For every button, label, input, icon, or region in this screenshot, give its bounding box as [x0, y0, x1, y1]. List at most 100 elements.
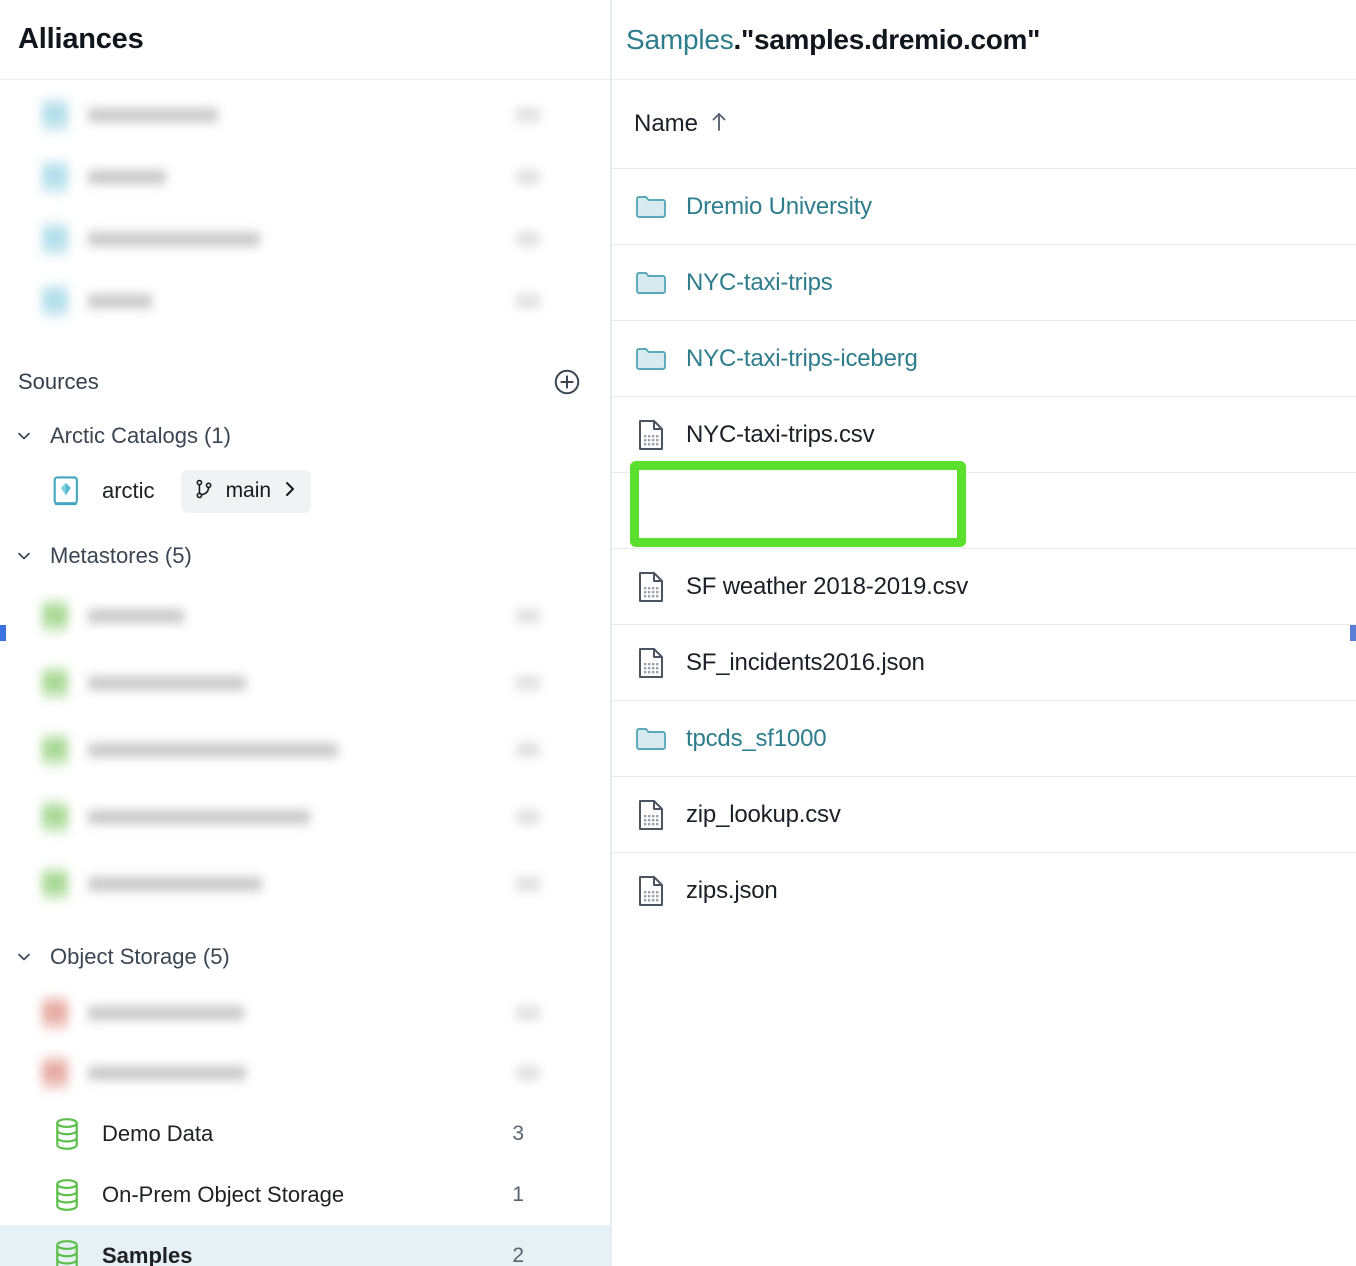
- sidebar-item-label: Samples: [102, 1242, 193, 1266]
- redacted-count: [516, 740, 540, 759]
- folder-icon: [634, 340, 668, 378]
- row-label: NYC-taxi-trips: [686, 268, 833, 296]
- file-icon: [634, 416, 668, 454]
- redacted-count: [516, 292, 540, 310]
- redacted-count: [516, 1004, 540, 1022]
- group-header-object-storage[interactable]: Object Storage (5): [0, 931, 610, 983]
- dataset-icon: [634, 492, 668, 530]
- branch-selector[interactable]: main: [180, 469, 312, 513]
- column-header-name[interactable]: Name: [634, 110, 728, 139]
- list-item[interactable]: [0, 146, 610, 208]
- plus-circle-icon[interactable]: [552, 367, 582, 397]
- table-row[interactable]: NYC-taxi-trips-iceberg: [612, 321, 1356, 397]
- group-label: Metastores (5): [50, 543, 192, 568]
- file-list: Dremio University NYC-taxi-trips NYC-tax…: [612, 168, 1356, 929]
- chevron-down-icon: [14, 426, 34, 446]
- list-item[interactable]: [0, 1043, 610, 1103]
- redacted-label: [88, 106, 218, 124]
- redacted-icon: [42, 598, 68, 633]
- sidebar-item-count: 1: [512, 1182, 524, 1206]
- redacted-label: [88, 673, 246, 692]
- chevron-right-icon: [282, 479, 298, 504]
- redacted-label: [88, 807, 310, 826]
- redacted-icon: [42, 1056, 68, 1090]
- row-label: zip_lookup.csv: [686, 800, 841, 828]
- sidebar-item-on-prem-object-storage[interactable]: On-Prem Object Storage 1: [0, 1164, 610, 1225]
- chevron-down-icon: [14, 546, 34, 566]
- redacted-count: [516, 168, 540, 186]
- table-row[interactable]: tpcds_sf1000: [612, 701, 1356, 777]
- sidebar-item-demo-data[interactable]: Demo Data 3: [0, 1103, 610, 1164]
- list-item[interactable]: [0, 783, 610, 850]
- column-label: Name: [634, 110, 699, 137]
- table-row[interactable]: zips.json: [612, 853, 1356, 929]
- row-label: zips.json: [686, 877, 778, 904]
- redacted-label: [88, 606, 184, 625]
- git-branch-icon: [193, 477, 215, 506]
- table-row[interactable]: zip_lookup.csv: [612, 777, 1356, 853]
- table-row[interactable]: NYC-taxi-trips.csv: [612, 397, 1356, 473]
- list-item[interactable]: [0, 983, 610, 1043]
- redacted-icon: [42, 665, 68, 700]
- table-row[interactable]: NYC-taxi-trips: [612, 245, 1356, 321]
- list-item[interactable]: [0, 649, 610, 716]
- redacted-count: [516, 606, 540, 625]
- row-label: NYC-taxi-trips-iceberg: [686, 344, 918, 372]
- row-label: Dremio University: [686, 192, 872, 220]
- row-label: SF weather 2018-2019.csv: [686, 572, 969, 600]
- redacted-icon: [42, 996, 68, 1030]
- list-item[interactable]: [0, 270, 610, 332]
- left-edge-marker: [0, 625, 6, 641]
- redacted-icon: [42, 222, 68, 256]
- list-item[interactable]: [0, 850, 610, 917]
- sources-section-header: Sources: [0, 354, 610, 410]
- sidebar-header: Alliances: [0, 0, 610, 80]
- redacted-label: [88, 1004, 244, 1022]
- table-header: Name: [612, 80, 1356, 168]
- redacted-icon: [42, 732, 68, 767]
- list-item[interactable]: [0, 716, 610, 783]
- database-icon: [50, 1176, 84, 1214]
- breadcrumb-root[interactable]: Samples: [626, 23, 734, 55]
- group-header-arctic-catalogs[interactable]: Arctic Catalogs (1): [0, 410, 610, 462]
- table-row[interactable]: Dremio University: [612, 169, 1356, 245]
- row-label: tpcds_sf1000: [686, 724, 827, 752]
- sidebar-item-samples[interactable]: Samples 2: [0, 1225, 610, 1266]
- row-label: NYC-taxi-trips.csv: [686, 420, 875, 448]
- chevron-down-icon: [14, 947, 34, 967]
- sidebar-item-count: 2: [512, 1243, 524, 1266]
- file-icon: [634, 796, 668, 834]
- table-row[interactable]: SF_incidents2016.json: [612, 625, 1356, 701]
- arrow-up-icon: [710, 110, 728, 139]
- list-item[interactable]: [0, 582, 610, 649]
- group-label: Object Storage (5): [50, 944, 230, 969]
- list-item[interactable]: [0, 84, 610, 146]
- folder-icon: [634, 188, 668, 226]
- redacted-label: [88, 874, 262, 893]
- row-label: SF_incidents2016.json: [686, 648, 925, 676]
- redacted-icon: [42, 284, 68, 318]
- redacted-count: [516, 1064, 540, 1082]
- redacted-icon: [42, 799, 68, 834]
- branch-name: main: [225, 479, 272, 502]
- group-header-metastores[interactable]: Metastores (5): [0, 530, 610, 582]
- breadcrumb: Samples. "samples.dremio.com": [612, 0, 1356, 80]
- redacted-count: [516, 106, 540, 124]
- breadcrumb-separator: .: [733, 23, 742, 55]
- folder-icon: [634, 720, 668, 758]
- table-row-highlighted[interactable]: NYC-weather.csv: [612, 473, 1356, 549]
- sidebar: Alliances: [0, 0, 612, 1266]
- redacted-count: [516, 230, 540, 248]
- group-label: Arctic Catalogs (1): [50, 423, 231, 448]
- redacted-project-list: [0, 80, 610, 332]
- sidebar-item-arctic[interactable]: arctic main: [0, 462, 610, 520]
- file-icon: [634, 872, 668, 910]
- metastore-list: [0, 582, 610, 917]
- database-icon: [50, 1115, 84, 1153]
- table-row[interactable]: SF weather 2018-2019.csv: [612, 549, 1356, 625]
- breadcrumb-leaf: "samples.dremio.com": [741, 23, 1041, 55]
- folder-icon: [634, 264, 668, 302]
- list-item[interactable]: [0, 208, 610, 270]
- redacted-label: [88, 740, 338, 759]
